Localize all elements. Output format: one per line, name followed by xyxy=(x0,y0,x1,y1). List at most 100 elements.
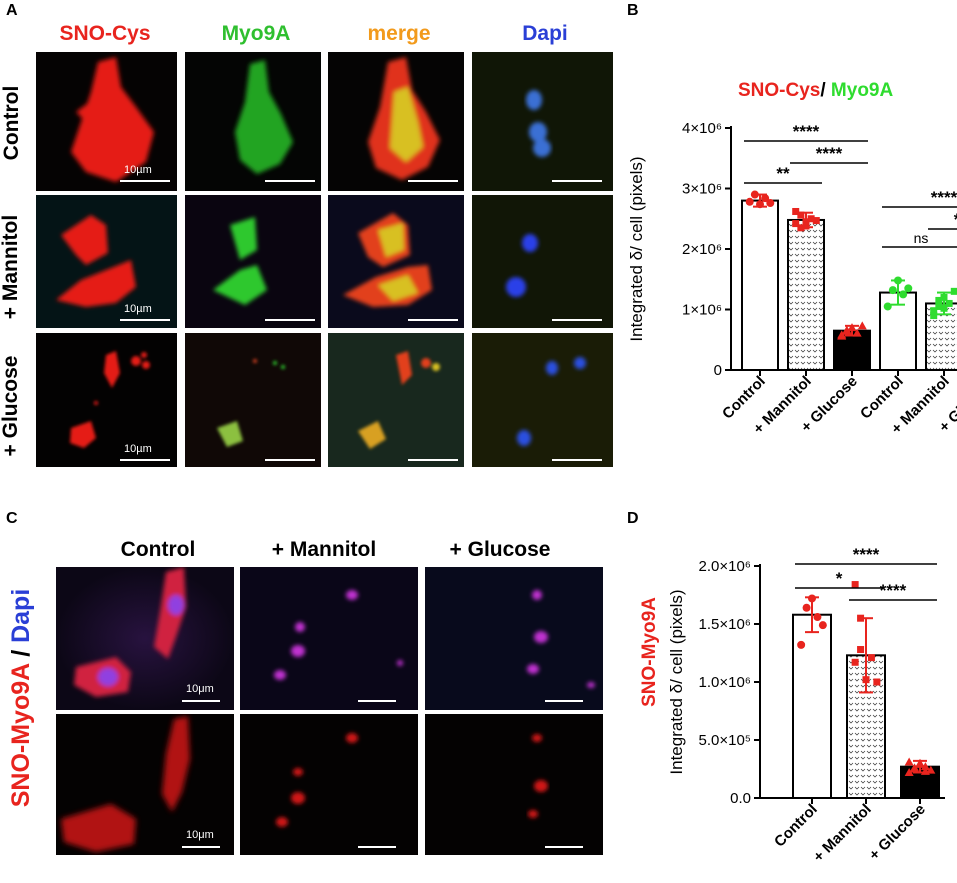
data-point xyxy=(745,197,754,206)
micrograph-mannitol-myo9a xyxy=(185,195,321,328)
micrograph-mannitol-sno-cys: 10µm xyxy=(36,195,177,328)
data-point xyxy=(883,302,892,311)
scale-bar xyxy=(120,319,170,321)
chart-title-part-1: / xyxy=(820,80,831,101)
micrograph-glucose-myo9a xyxy=(185,333,321,467)
side-label-sep: / xyxy=(7,642,35,664)
y-tick-label: 5.0×10⁵ xyxy=(698,732,751,749)
data-point xyxy=(797,211,805,219)
micrograph-control-merge xyxy=(328,52,464,191)
significance-label: **** xyxy=(793,122,820,141)
y-tick-label: 1.0×10⁶ xyxy=(699,674,751,691)
data-point xyxy=(930,312,938,320)
scale-bar xyxy=(552,180,602,182)
panel-a-letter: A xyxy=(6,2,18,19)
scale-bar xyxy=(408,459,458,461)
data-point xyxy=(792,220,800,228)
side-label-sno-myo9a-dapi: SNO-Myo9A / Dapi xyxy=(7,558,37,838)
data-point xyxy=(761,194,770,203)
data-point xyxy=(910,763,920,772)
y-axis-label: Integrated δ/ cell (pixels) xyxy=(667,589,686,774)
data-point xyxy=(857,321,867,330)
significance-label: ns xyxy=(914,230,929,246)
y-tick-label: 0.0 xyxy=(730,790,751,807)
panel-b-letter: B xyxy=(627,2,639,19)
y-tick-label: 2.0×10⁶ xyxy=(699,558,751,575)
micrograph-c-glucose-bottom xyxy=(425,714,603,855)
data-point xyxy=(807,215,815,223)
data-point xyxy=(930,307,938,315)
scale-bar xyxy=(120,459,170,461)
micrograph-glucose-dapi xyxy=(472,333,613,467)
data-point xyxy=(935,302,943,310)
data-point xyxy=(873,678,881,686)
data-point xyxy=(926,765,936,774)
side-label-blue: Dapi xyxy=(7,588,35,643)
scale-bar-label: 10μm xyxy=(186,829,214,841)
data-point xyxy=(857,646,865,654)
bar xyxy=(787,218,825,371)
x-category-label: Control xyxy=(771,801,821,851)
scale-bar xyxy=(545,846,583,848)
y-tick-label: 3×10⁶ xyxy=(682,181,722,198)
data-point xyxy=(797,640,806,649)
micrograph-c-control-bottom: 10μm xyxy=(56,714,234,855)
bar xyxy=(741,199,779,371)
header-merge: merge xyxy=(367,22,431,45)
micrograph-control-sno-cys: 10µm xyxy=(36,52,177,191)
row-label-mannitol: + Mannitol xyxy=(0,214,22,320)
header-c-glucose: + Glucose xyxy=(449,538,551,561)
chart-title: SNO-Cys/ Myo9A xyxy=(738,80,893,101)
scale-bar xyxy=(408,319,458,321)
data-point xyxy=(792,207,800,215)
scale-bar xyxy=(265,459,315,461)
y-tick-label: 4×10⁶ xyxy=(682,120,722,137)
significance-label: **** xyxy=(954,210,957,229)
data-point xyxy=(813,613,822,622)
significance-label: **** xyxy=(880,581,907,600)
data-point xyxy=(812,217,820,225)
header-sno-cys: SNO-Cys xyxy=(59,22,151,45)
header-myo9a: Myo9A xyxy=(221,22,291,45)
data-point xyxy=(920,762,930,771)
micrograph-c-glucose-top xyxy=(425,567,603,710)
significance-label: * xyxy=(836,569,843,588)
scale-bar xyxy=(182,846,220,848)
data-point xyxy=(867,654,875,662)
scale-bar xyxy=(182,700,220,702)
data-point xyxy=(837,330,847,339)
row-label-glucose: + Glucose xyxy=(0,355,22,457)
header-c-mannitol: + Mannitol xyxy=(271,538,377,561)
scale-bar-label: 10µm xyxy=(124,303,152,315)
scale-bar-label: 10μm xyxy=(186,683,214,695)
chart-d: Integrated δ/ cell (pixels) 0.0 5.0×10⁵ 1.0… xyxy=(667,545,945,866)
data-point xyxy=(935,296,943,304)
micrograph-mannitol-dapi xyxy=(472,195,613,328)
micrograph-glucose-sno-cys: 10µm xyxy=(36,333,177,467)
data-point xyxy=(904,767,914,776)
header-c-control: Control xyxy=(120,538,196,561)
micrograph-c-mannitol-top xyxy=(240,567,418,710)
y-axis-label: Integrated δ/ cell (pixels) xyxy=(627,156,646,341)
scale-bar-label: 10µm xyxy=(124,164,152,176)
data-point xyxy=(818,621,827,630)
micrograph-glucose-merge xyxy=(328,333,464,467)
scale-bar xyxy=(552,319,602,321)
micrograph-control-myo9a xyxy=(185,52,321,191)
micrograph-control-dapi xyxy=(472,52,613,191)
scale-bar-label: 10µm xyxy=(124,443,152,455)
significance-label: **** xyxy=(816,144,843,163)
panel-d-letter: D xyxy=(627,510,639,527)
micrograph-c-mannitol-bottom xyxy=(240,714,418,855)
panel-c-letter: C xyxy=(6,510,18,527)
chart-title-part-0: SNO-Cys xyxy=(738,80,820,101)
y-tick-label: 1.5×10⁶ xyxy=(699,616,751,633)
scale-bar xyxy=(265,180,315,182)
significance-label: **** xyxy=(931,188,957,207)
data-point xyxy=(851,658,859,666)
scale-bar xyxy=(545,700,583,702)
data-point xyxy=(888,286,897,295)
significance-label: **** xyxy=(853,545,880,564)
y-tick-label: 0 xyxy=(714,362,722,379)
micrograph-c-control-top: 10μm xyxy=(56,567,234,710)
